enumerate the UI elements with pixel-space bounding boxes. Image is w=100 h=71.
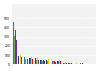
Bar bbox=[25, 59, 26, 64]
Bar bbox=[38, 60, 39, 64]
Bar bbox=[41, 60, 42, 64]
Bar bbox=[54, 61, 55, 64]
Bar bbox=[74, 63, 75, 64]
Bar bbox=[80, 63, 81, 64]
Bar bbox=[82, 63, 83, 64]
Bar bbox=[87, 63, 88, 64]
Bar bbox=[35, 58, 36, 64]
Bar bbox=[29, 58, 30, 64]
Bar bbox=[26, 58, 27, 64]
Bar bbox=[32, 59, 33, 64]
Bar bbox=[19, 57, 20, 64]
Bar bbox=[27, 59, 28, 64]
Bar bbox=[70, 63, 71, 64]
Bar bbox=[37, 57, 38, 64]
Bar bbox=[15, 30, 16, 64]
Bar bbox=[58, 61, 59, 64]
Bar bbox=[48, 59, 49, 64]
Bar bbox=[65, 62, 66, 64]
Bar bbox=[44, 61, 45, 64]
Bar bbox=[53, 61, 54, 64]
Bar bbox=[47, 61, 48, 64]
Bar bbox=[66, 63, 67, 64]
Bar bbox=[57, 61, 58, 64]
Bar bbox=[18, 56, 19, 64]
Bar bbox=[64, 63, 65, 64]
Bar bbox=[59, 60, 60, 64]
Bar bbox=[14, 36, 15, 64]
Bar bbox=[31, 57, 32, 64]
Bar bbox=[36, 60, 37, 64]
Bar bbox=[55, 62, 56, 64]
Bar bbox=[20, 55, 21, 64]
Bar bbox=[69, 63, 70, 64]
Bar bbox=[76, 63, 77, 64]
Bar bbox=[43, 60, 44, 64]
Bar bbox=[52, 61, 53, 64]
Bar bbox=[24, 58, 25, 64]
Bar bbox=[13, 22, 14, 64]
Bar bbox=[40, 59, 41, 64]
Bar bbox=[21, 57, 22, 64]
Bar bbox=[49, 60, 50, 64]
Bar bbox=[68, 63, 69, 64]
Bar bbox=[71, 63, 72, 64]
Bar bbox=[60, 61, 61, 64]
Bar bbox=[30, 58, 31, 64]
Bar bbox=[46, 60, 47, 64]
Bar bbox=[16, 40, 17, 64]
